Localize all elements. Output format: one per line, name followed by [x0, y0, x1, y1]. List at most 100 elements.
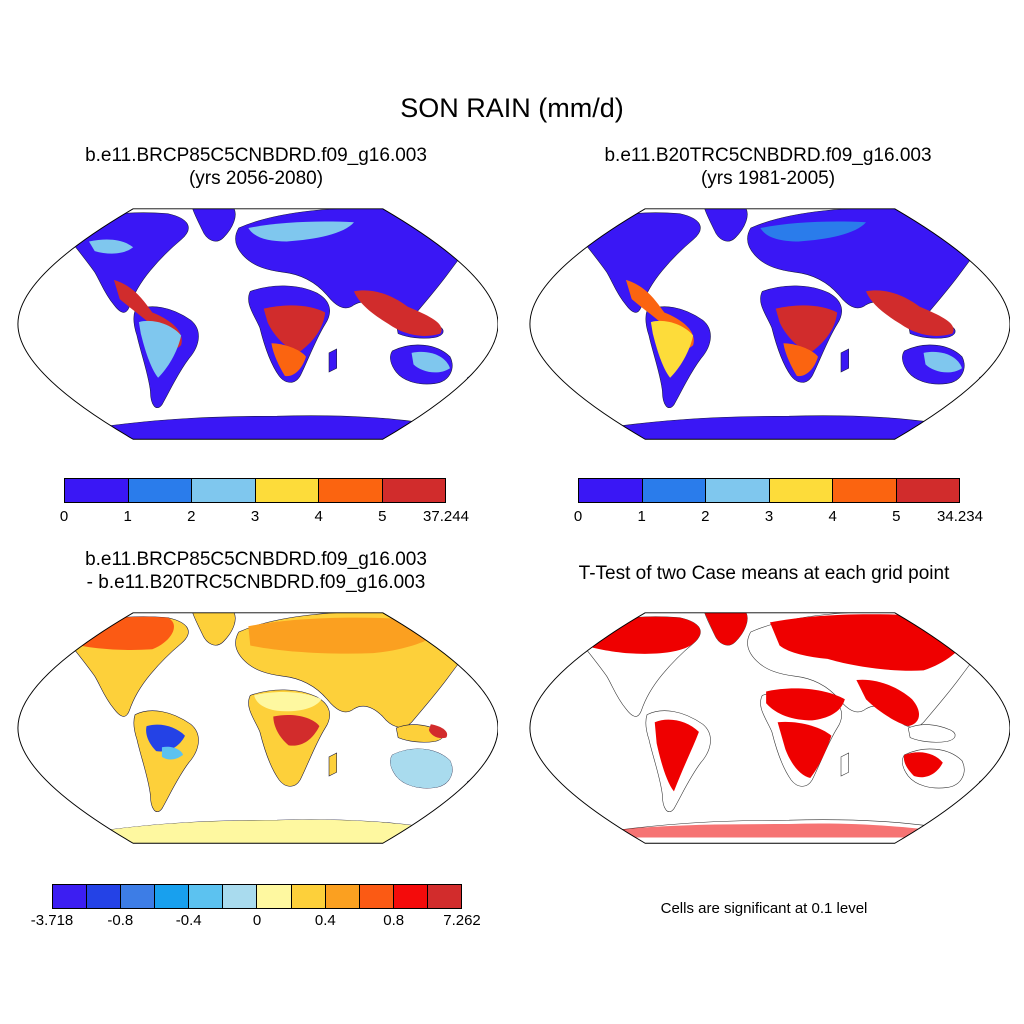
panel-title-future: b.e11.BRCP85C5CNBDRD.f09_g16.003 (yrs 20…	[16, 144, 496, 190]
map-rain-difference	[17, 612, 498, 844]
panel-title-historical: b.e11.B20TRC5CNBDRD.f09_g16.003 (yrs 198…	[528, 144, 1008, 190]
colorbar-tick-label: 3	[764, 508, 774, 525]
colorbar-swatch	[291, 885, 326, 908]
colorbar-swatch	[359, 885, 394, 908]
colorbar-tick-label: -3.718	[30, 912, 74, 929]
map-boundary	[529, 208, 1010, 440]
significant-greenland	[704, 612, 748, 646]
colorbar-tick-label: 0.8	[383, 912, 405, 929]
africa-moderate-rain	[271, 343, 306, 377]
panel-title-line1: b.e11.BRCP85C5CNBDRD.f09_g16.003	[85, 145, 427, 166]
panel-title-line2: - b.e11.B20TRC5CNBDRD.f09_g16.003	[86, 572, 426, 593]
colorbar-historical	[578, 478, 960, 503]
colorbar-swatch	[642, 479, 706, 502]
significant-south-america	[654, 719, 699, 792]
maritime-continent-increase	[428, 724, 448, 739]
map-boundary	[529, 612, 1010, 844]
colorbar-tick-label: 5	[892, 508, 901, 525]
significant-north-america	[577, 616, 701, 654]
colorbar-tick-label: 0	[252, 912, 262, 929]
australia-east-rain	[923, 351, 962, 373]
australia-east-rain	[411, 351, 450, 373]
colorbar-swatch	[128, 479, 192, 502]
colorbar-swatch	[706, 479, 770, 502]
colorbar-swatch	[325, 885, 360, 908]
map-boundary	[17, 208, 498, 440]
colorbar-swatch	[833, 479, 897, 502]
africa-heavy-rain	[775, 305, 838, 353]
colorbar-swatch	[223, 885, 258, 908]
east-africa-large-increase	[273, 715, 320, 746]
colorbar-swatch	[257, 885, 292, 908]
colorbar-swatch	[319, 479, 383, 502]
significant-antarctica-scattered	[616, 823, 943, 838]
panel-title-difference: b.e11.BRCP85C5CNBDRD.f09_g16.003 - b.e11…	[16, 548, 496, 594]
europe-moderate-rain	[760, 221, 866, 242]
colorbar-tick-label: 34.234	[937, 508, 983, 525]
significant-south-asia	[856, 679, 920, 727]
map-boundary	[17, 612, 498, 844]
colorbar-swatch	[192, 479, 256, 502]
colorbar-tick-label: 37.244	[423, 508, 469, 525]
colorbar-tick-label: 7.262	[443, 912, 481, 929]
colorbar-tick-label: 0.4	[314, 912, 336, 929]
south-america-moderate-rain	[138, 320, 182, 378]
map-future-rain	[17, 208, 498, 440]
north-america-increase	[65, 616, 174, 651]
south-america-moderate-rain	[650, 320, 694, 378]
colorbar-tick-label: -0.8	[107, 912, 134, 929]
asia-monsoon-rain	[353, 290, 442, 336]
colorbar-tick-label: 0	[59, 508, 69, 525]
colorbar-tick-label: 4	[828, 508, 837, 525]
colorbar-difference-labels: -3.718 -0.8 -0.4 0 0.4 0.8 7.262	[31, 912, 481, 932]
colorbar-historical-labels: 0 1 2 3 4 5 34.234	[574, 508, 983, 528]
asia-monsoon-rain	[865, 290, 954, 336]
eurasia-increase	[248, 617, 450, 654]
colorbar-tick-label: 1	[637, 508, 646, 525]
colorbar-swatch	[189, 885, 224, 908]
colorbar-tick-label: 2	[701, 508, 710, 525]
map-ttest-significance	[529, 612, 1010, 844]
north-america-moderate-rain	[88, 239, 134, 254]
colorbar-swatch	[121, 885, 156, 908]
colorbar-tick-label: 5	[378, 508, 387, 525]
australia-small-change	[390, 748, 453, 789]
colorbar-tick-label: 0	[573, 508, 583, 525]
colorbar-tick-label: -0.4	[175, 912, 202, 929]
europe-moderate-rain	[248, 221, 354, 242]
colorbar-swatch	[769, 479, 833, 502]
panel-title-line2: (yrs 1981-2005)	[700, 168, 836, 189]
colorbar-swatch	[87, 885, 122, 908]
south-america-decrease	[161, 746, 184, 760]
panel-title-line1: b.e11.BRCP85C5CNBDRD.f09_g16.003	[85, 549, 427, 570]
colorbar-swatch	[65, 479, 129, 502]
panel-title-ttest: T-Test of two Case means at each grid po…	[578, 563, 950, 584]
significant-australia	[903, 752, 943, 778]
colorbar-future-labels: 0 1 2 3 4 5 37.244	[60, 508, 469, 528]
antarctica-small-change	[85, 819, 450, 844]
colorbar-tick-label: 1	[123, 508, 132, 525]
colorbar-tick-label: 2	[187, 508, 196, 525]
panel-title-line2: (yrs 2056-2080)	[188, 168, 324, 189]
significance-note: Cells are significant at 0.1 level	[660, 900, 868, 917]
colorbar-tick-label: 3	[250, 508, 260, 525]
colorbar-swatch	[579, 479, 643, 502]
significant-north-africa	[766, 688, 845, 721]
colorbar-swatch	[53, 885, 88, 908]
colorbar-swatch	[896, 479, 959, 502]
colorbar-swatch	[427, 885, 461, 908]
significant-south-africa	[777, 721, 832, 778]
map-historical-rain	[529, 208, 1010, 440]
colorbar-swatch	[255, 479, 319, 502]
colorbar-swatch	[382, 479, 445, 502]
colorbar-tick-label: 4	[314, 508, 323, 525]
colorbar-swatch	[155, 885, 190, 908]
figure-title: SON RAIN (mm/d)	[400, 93, 624, 123]
africa-heavy-rain	[263, 305, 326, 353]
colorbar-swatch	[393, 885, 428, 908]
sahara-small-change	[254, 692, 322, 712]
panel-title-line1: b.e11.B20TRC5CNBDRD.f09_g16.003	[604, 145, 932, 166]
amazon-decrease	[146, 724, 185, 752]
colorbar-difference	[52, 884, 462, 909]
colorbar-future	[64, 478, 446, 503]
